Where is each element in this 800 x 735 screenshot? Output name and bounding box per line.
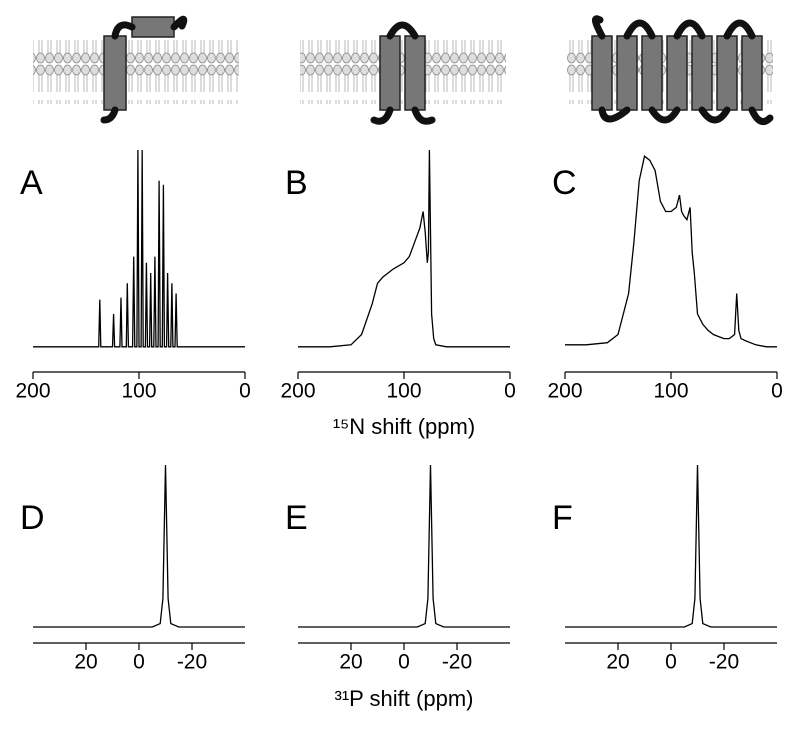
panel-label: B (285, 164, 308, 202)
loop (370, 21, 436, 125)
x-tick-label: 20 (74, 651, 97, 674)
helix (131, 16, 175, 38)
helix (379, 35, 401, 111)
loop (592, 15, 774, 126)
panel-label: A (20, 164, 43, 202)
x-tick-label: 100 (653, 380, 688, 403)
spectrum (298, 149, 510, 348)
panel-label: C (552, 164, 577, 202)
loop (100, 15, 188, 124)
panel-label: F (552, 499, 573, 537)
x-tick-label: 0 (239, 380, 251, 403)
panel-label: D (20, 499, 45, 537)
x-tick-label: 0 (665, 651, 677, 674)
panel-label: E (285, 499, 308, 537)
x-tick-label: 100 (386, 380, 421, 403)
spectrum (33, 464, 245, 628)
x-axis-title: ¹⁵N shift (ppm) (333, 414, 475, 439)
x-tick-label: 0 (133, 651, 145, 674)
bilayer (33, 40, 239, 104)
x-tick-label: 0 (771, 380, 783, 403)
x-tick-label: 100 (121, 380, 156, 403)
spectrum (565, 464, 777, 628)
x-axis-title: ³¹P shift (ppm) (335, 686, 474, 711)
helices (591, 35, 763, 111)
spectrum (565, 155, 777, 348)
x-tick-label: -20 (709, 651, 739, 674)
helix (404, 35, 426, 111)
spectrum (33, 149, 245, 348)
x-tick-label: -20 (177, 651, 207, 674)
x-tick-label: 20 (606, 651, 629, 674)
x-tick-label: 0 (504, 380, 516, 403)
membrane-cartoons (33, 15, 774, 126)
x-tick-label: 200 (15, 380, 50, 403)
x-tick-label: -20 (442, 651, 472, 674)
bilayer (300, 40, 506, 104)
spectrum (298, 464, 510, 628)
helix (103, 35, 127, 111)
x-tick-label: 200 (547, 380, 582, 403)
x-tick-label: 20 (339, 651, 362, 674)
x-tick-label: 200 (280, 380, 315, 403)
x-tick-label: 0 (398, 651, 410, 674)
